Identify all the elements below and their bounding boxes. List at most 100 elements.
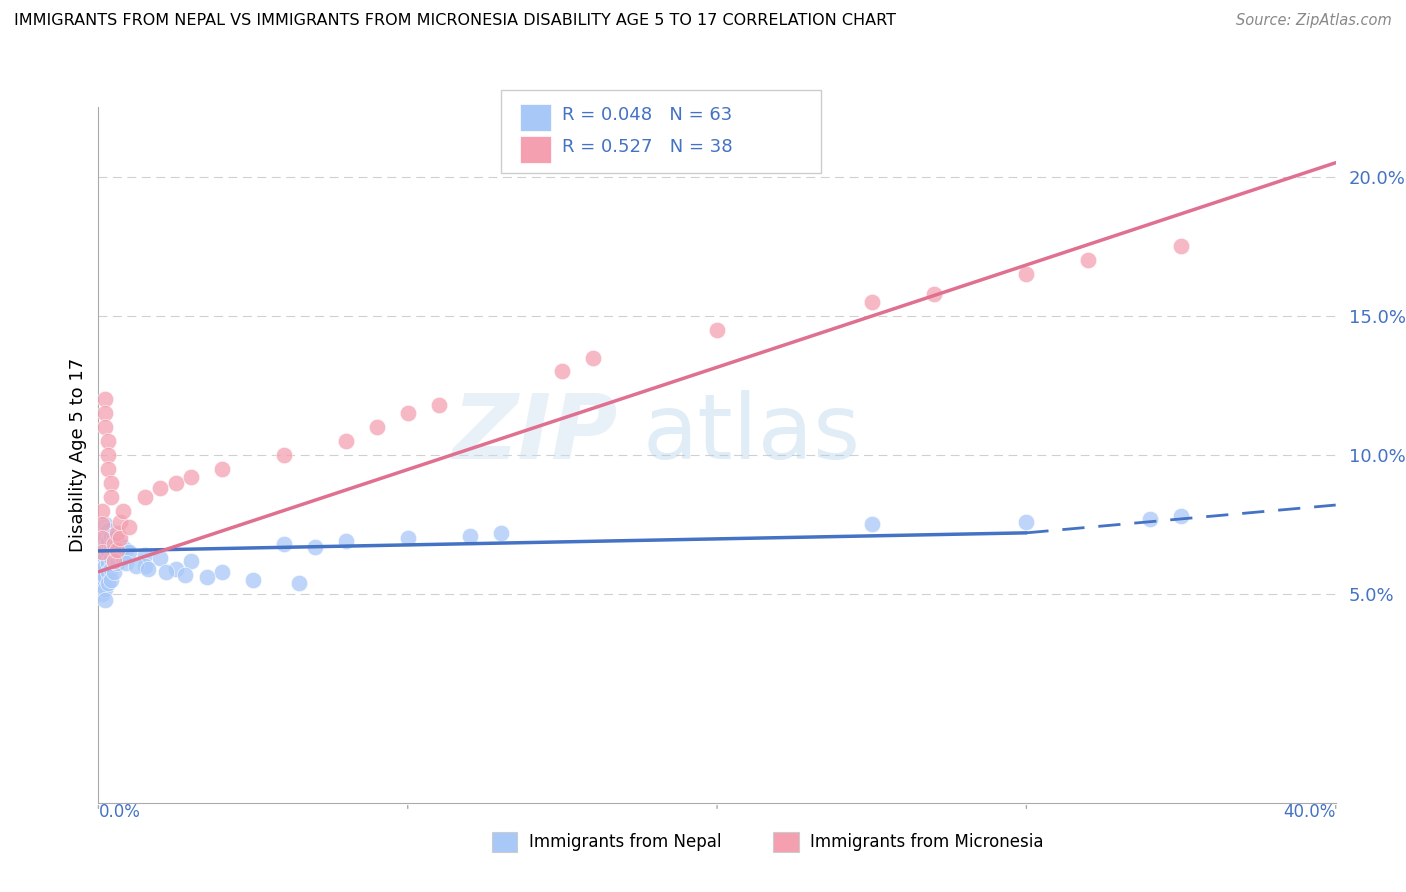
Point (115, 542, 138, 557)
Point (108, 537, 131, 551)
Text: ZIP: ZIP (453, 390, 619, 478)
Point (211, 462, 233, 476)
Point (149, 550, 172, 565)
Point (93, 582, 115, 596)
Point (1015, 267, 1038, 281)
Point (335, 434, 357, 448)
Point (396, 406, 419, 420)
Text: 40.0%: 40.0% (1284, 803, 1336, 821)
Point (427, 398, 450, 412)
Point (1170, 239, 1192, 253)
Point (103, 554, 125, 568)
Point (90, 545, 112, 559)
Text: Immigrants from Nepal: Immigrants from Nepal (529, 833, 721, 851)
Point (211, 565, 233, 579)
Point (93, 406, 115, 420)
Point (165, 475, 187, 490)
Point (97, 576, 120, 591)
Point (105, 557, 128, 571)
Point (1015, 515, 1038, 529)
Point (90, 545, 112, 559)
Point (108, 532, 131, 546)
Point (93, 559, 115, 574)
Point (112, 503, 135, 517)
Point (582, 351, 605, 365)
Text: Immigrants from Micronesia: Immigrants from Micronesia (810, 833, 1043, 851)
Point (860, 517, 883, 532)
Point (103, 537, 125, 551)
Point (155, 565, 177, 579)
Point (103, 532, 125, 546)
Point (1077, 253, 1099, 268)
Point (105, 542, 128, 557)
Point (922, 286, 945, 301)
Point (108, 548, 131, 562)
Point (90, 554, 112, 568)
Text: R = 0.048   N = 63: R = 0.048 N = 63 (562, 106, 733, 124)
Point (180, 554, 202, 568)
Point (100, 540, 122, 554)
Point (97, 523, 120, 537)
Point (90, 587, 112, 601)
Text: R = 0.527   N = 38: R = 0.527 N = 38 (562, 138, 733, 156)
Point (90, 517, 112, 532)
Point (134, 559, 156, 574)
Point (288, 576, 311, 591)
Point (1139, 512, 1161, 526)
Point (118, 545, 141, 559)
Point (180, 470, 202, 484)
Point (112, 540, 135, 554)
Text: IMMIGRANTS FROM NEPAL VS IMMIGRANTS FROM MICRONESIA DISABILITY AGE 5 TO 17 CORRE: IMMIGRANTS FROM NEPAL VS IMMIGRANTS FROM… (14, 13, 896, 29)
Point (97, 448, 120, 462)
Point (97, 545, 120, 559)
Point (103, 565, 125, 579)
Point (1170, 509, 1192, 524)
Point (93, 420, 115, 434)
Point (93, 592, 115, 607)
Point (103, 554, 125, 568)
Text: Source: ZipAtlas.com: Source: ZipAtlas.com (1236, 13, 1392, 29)
Point (90, 573, 112, 587)
Point (335, 534, 357, 549)
Point (90, 525, 112, 540)
Text: 0.0%: 0.0% (98, 803, 141, 821)
Point (396, 532, 419, 546)
Point (242, 573, 264, 587)
Point (165, 562, 187, 576)
Point (134, 490, 156, 504)
Point (97, 434, 120, 448)
Point (149, 481, 172, 495)
Point (100, 490, 122, 504)
Point (273, 448, 295, 462)
Point (174, 567, 197, 582)
Point (93, 540, 115, 554)
Point (108, 515, 131, 529)
Point (136, 562, 159, 576)
Text: atlas: atlas (643, 390, 860, 478)
Point (105, 534, 128, 549)
Point (97, 534, 120, 549)
Point (100, 550, 122, 565)
Point (195, 570, 218, 584)
Point (118, 520, 141, 534)
Point (105, 525, 128, 540)
Point (93, 517, 115, 532)
Point (90, 503, 112, 517)
Point (100, 562, 122, 576)
Point (93, 570, 115, 584)
Point (90, 537, 112, 551)
Point (97, 462, 120, 476)
Point (112, 550, 135, 565)
Point (304, 540, 326, 554)
Point (90, 565, 112, 579)
Point (489, 525, 512, 540)
Point (366, 420, 388, 434)
Point (706, 323, 728, 337)
Point (134, 548, 156, 562)
Point (97, 557, 120, 571)
Point (115, 557, 138, 571)
Point (458, 528, 481, 542)
Point (93, 550, 115, 565)
Point (100, 528, 122, 542)
Point (860, 294, 883, 309)
